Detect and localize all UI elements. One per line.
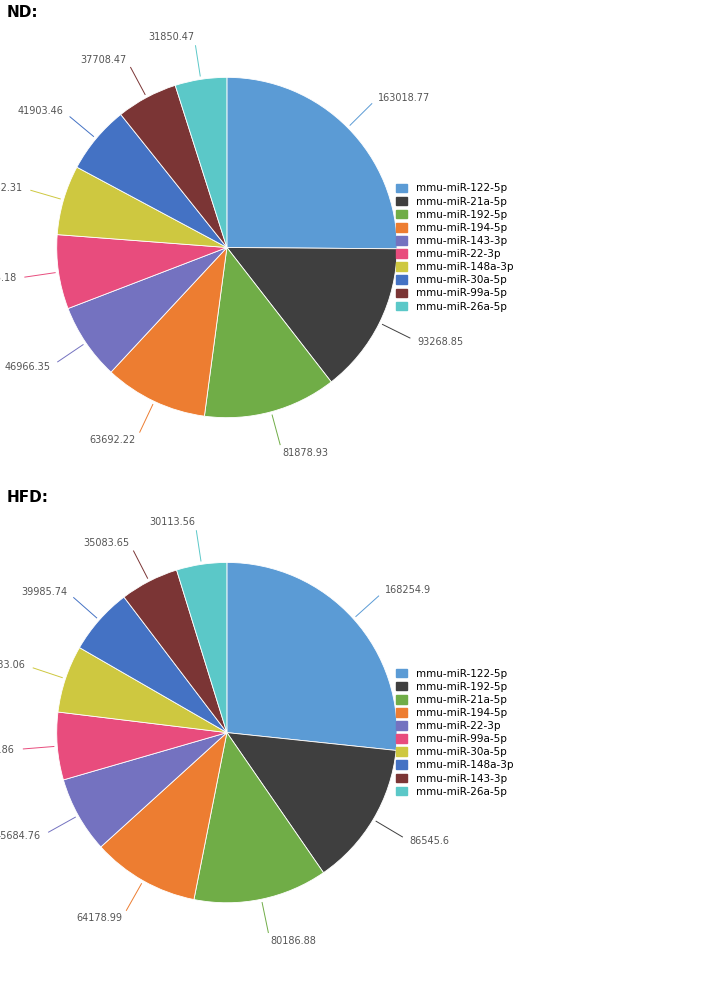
Text: 39985.74: 39985.74	[21, 587, 67, 597]
Wedge shape	[175, 77, 227, 247]
Wedge shape	[77, 115, 227, 248]
Text: 45684.76: 45684.76	[0, 832, 41, 842]
Legend: mmu-miR-122-5p, mmu-miR-192-5p, mmu-miR-21a-5p, mmu-miR-194-5p, mmu-miR-22-3p, m: mmu-miR-122-5p, mmu-miR-192-5p, mmu-miR-…	[393, 666, 515, 799]
Text: 63692.22: 63692.22	[90, 435, 136, 445]
Wedge shape	[204, 248, 331, 418]
Text: 31850.47: 31850.47	[148, 33, 194, 43]
Text: 168254.9: 168254.9	[385, 585, 431, 595]
Legend: mmu-miR-122-5p, mmu-miR-21a-5p, mmu-miR-192-5p, mmu-miR-194-5p, mmu-miR-143-3p, : mmu-miR-122-5p, mmu-miR-21a-5p, mmu-miR-…	[393, 181, 515, 314]
Text: 40333.06: 40333.06	[0, 660, 25, 670]
Text: 163018.77: 163018.77	[378, 93, 430, 103]
Wedge shape	[68, 248, 227, 372]
Text: 40468.86: 40468.86	[0, 744, 15, 754]
Text: 81878.93: 81878.93	[282, 447, 328, 457]
Wedge shape	[63, 733, 227, 846]
Wedge shape	[57, 167, 227, 248]
Text: 93268.85: 93268.85	[418, 337, 464, 346]
Text: 80186.88: 80186.88	[270, 936, 316, 945]
Wedge shape	[57, 712, 227, 780]
Wedge shape	[227, 77, 397, 248]
Text: 41903.46: 41903.46	[18, 106, 63, 117]
Wedge shape	[124, 570, 227, 733]
Wedge shape	[57, 235, 227, 309]
Text: 45723.18: 45723.18	[0, 273, 16, 283]
Wedge shape	[227, 562, 397, 750]
Text: 42942.31: 42942.31	[0, 183, 23, 193]
Text: 30113.56: 30113.56	[149, 518, 195, 528]
Text: 64178.99: 64178.99	[76, 913, 122, 923]
Wedge shape	[101, 733, 227, 900]
Text: HFD:: HFD:	[7, 490, 49, 505]
Text: 35083.65: 35083.65	[84, 539, 130, 548]
Wedge shape	[58, 647, 227, 733]
Wedge shape	[227, 733, 396, 872]
Wedge shape	[194, 733, 323, 903]
Wedge shape	[121, 85, 227, 248]
Text: ND:: ND:	[7, 5, 39, 20]
Text: 86545.6: 86545.6	[410, 837, 450, 846]
Wedge shape	[227, 248, 397, 382]
Wedge shape	[79, 597, 227, 733]
Wedge shape	[111, 248, 227, 416]
Text: 46966.35: 46966.35	[5, 361, 50, 371]
Text: 37708.47: 37708.47	[80, 54, 127, 65]
Wedge shape	[177, 562, 227, 733]
